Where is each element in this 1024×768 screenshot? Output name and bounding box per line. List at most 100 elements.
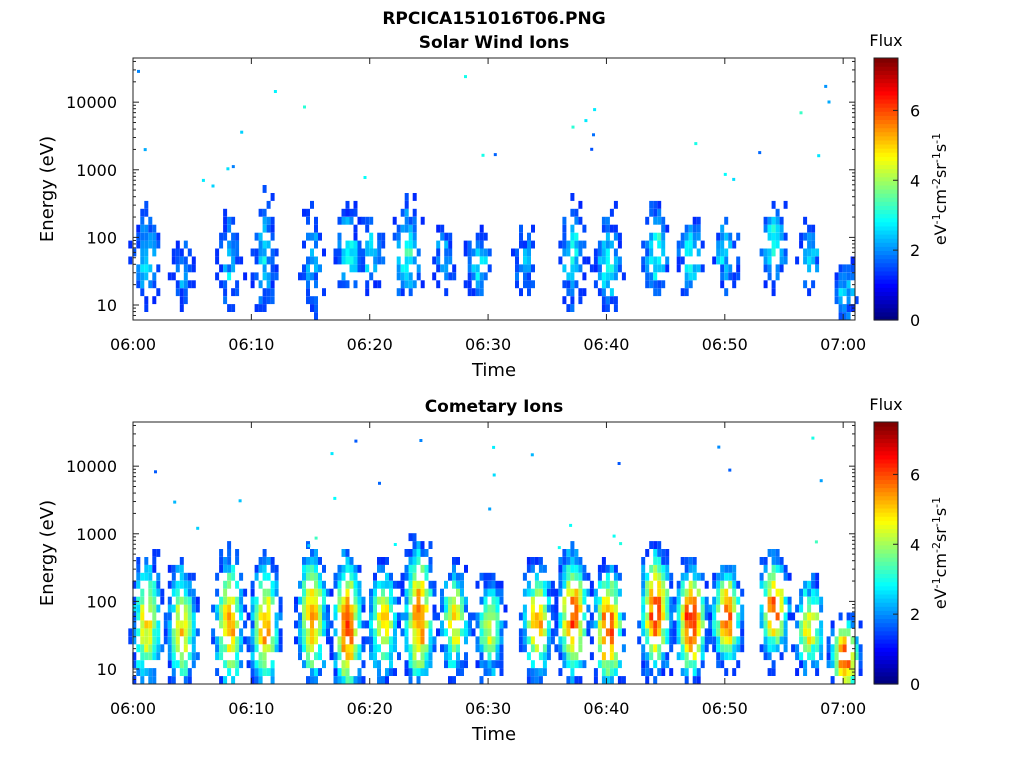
flux-cell [460,612,464,621]
flux-cell [534,620,539,629]
flux-cell [183,240,188,249]
flux-cell [381,676,385,684]
flux-cell [676,264,681,273]
flux-cell [546,596,551,605]
flux-cell [653,200,658,209]
flux-cell [310,572,314,581]
flux-cell [381,652,385,661]
flux-cell [578,588,583,597]
flux-cell [503,620,508,629]
flux-cell [767,636,772,645]
flux-cell [412,652,417,661]
flux-cell [270,636,275,645]
flux-cell [302,564,306,573]
flux-cell [775,588,780,597]
flux-cell [586,604,591,613]
flux-cell [483,604,488,613]
flux-cell [270,248,275,257]
flux-cell [373,596,377,605]
flux-cell [341,256,346,265]
flux-cell [815,596,820,605]
flux-cell [464,628,468,637]
flux-cell [436,224,441,233]
flux-cell [613,612,618,621]
flux-cell [696,588,701,597]
flux-cell [377,557,381,565]
flux-cell [692,676,697,684]
flux-cell [369,272,374,281]
flux-cell [148,620,153,629]
flux-cell [688,644,693,653]
flux-cell [771,288,776,297]
flux-cell [306,660,310,669]
flux-cell [653,216,658,225]
flux-cell [570,240,575,249]
flux-cell [246,636,251,645]
flux-cell [609,668,614,676]
flux-cell [314,240,318,249]
x-tick-label: 07:00 [820,335,866,354]
flux-cell [613,604,618,613]
flux-cell [554,604,559,613]
flux-cell [527,232,531,241]
flux-cell [274,248,279,257]
flux-cell [254,248,259,257]
flux-cell [542,604,547,613]
flux-cell [436,240,441,249]
flux-cell [613,224,618,233]
flux-cell [428,557,433,565]
flux-cell [223,264,228,273]
spectrogram [128,69,859,320]
flux-cell [274,264,279,273]
flux-cell [799,111,803,115]
flux-cell [179,304,184,312]
flux-cell [783,564,788,573]
flux-cell [156,264,161,273]
flux-cell [574,660,579,669]
flux-cell [310,272,314,281]
flux-cell [641,660,646,669]
flux-cell [811,224,816,233]
flux-cell [215,248,220,257]
flux-cell [570,193,575,201]
flux-cell [795,620,800,629]
flux-cell [274,644,279,653]
flux-cell [404,604,409,613]
flux-cell [223,596,228,605]
flux-cell [179,596,184,605]
flux-cell [566,549,571,557]
flux-cell [456,612,460,621]
flux-cell [471,288,476,297]
flux-cell [144,652,149,661]
flux-cell [235,660,240,669]
flux-cell [310,604,314,613]
flux-cell [574,620,579,629]
flux-cell [460,628,464,637]
flux-cell [258,557,263,565]
flux-cell [464,660,468,669]
flux-cell [187,280,192,289]
flux-cell [574,549,579,557]
flux-cell [369,612,373,621]
flux-cell [767,224,772,233]
flux-cell [140,280,145,289]
flux-cell [448,232,453,241]
flux-cell [385,628,389,637]
flux-cell [404,216,409,225]
flux-cell [270,296,275,305]
flux-cell [759,572,764,581]
flux-cell [333,572,338,581]
flux-cell [562,612,567,621]
colorbar [873,57,899,321]
flux-cell [649,604,654,613]
flux-cell [223,224,228,233]
flux-cell [460,572,464,581]
flux-cell [420,588,425,597]
flux-cell [156,240,161,249]
flux-cell [416,557,421,565]
flux-cell [274,564,279,573]
flux-cell [412,533,417,542]
flux-cell [250,588,255,597]
flux-cell [530,676,535,684]
